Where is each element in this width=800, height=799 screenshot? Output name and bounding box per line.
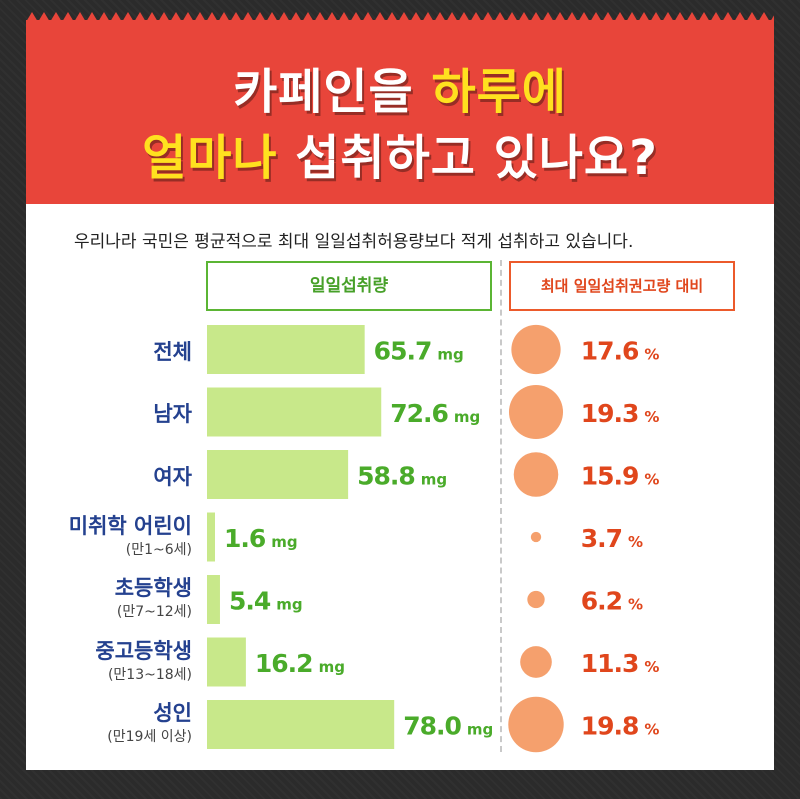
percent-circle: [530, 531, 542, 543]
percent-circle: [527, 590, 545, 609]
bar-value-label: 72.6 mg: [390, 399, 480, 428]
percent-circle: [513, 452, 559, 497]
bar-value-label: 65.7 mg: [374, 337, 464, 366]
subtitle: 우리나라 국민은 평균적으로 최대 일일섭취허용량보다 적게 섭취하고 있습니다…: [74, 232, 634, 252]
percent-circle: [508, 696, 564, 753]
category-sublabel: (만1~6세): [125, 541, 192, 558]
category-label: 여자: [153, 464, 192, 489]
title-text-highlight: 얼마나: [142, 130, 278, 186]
bar-intake: [207, 637, 246, 687]
category-label: 성인: [153, 701, 192, 725]
percent-label: 15.9%: [581, 462, 660, 491]
bar-intake: [207, 325, 365, 374]
bar-value-label: 78.0 mg: [403, 712, 493, 741]
column-divider: [500, 260, 502, 752]
title-text-white: 카페인을: [233, 64, 432, 120]
bar-value-label: 5.4 mg: [229, 587, 303, 616]
banner-zigzag-edge: [26, 12, 774, 22]
bar-intake: [207, 387, 382, 437]
category-sublabel: (만19세 이상): [107, 729, 192, 745]
percent-circle: [520, 646, 552, 678]
column-header-percent: 최대 일일섭취권고량 대비: [509, 261, 735, 311]
percent-label: 19.3%: [581, 399, 660, 428]
bar-intake: [207, 450, 349, 499]
percent-label: 19.8%: [581, 712, 660, 741]
percent-label: 3.7%: [581, 524, 643, 553]
bar-intake: [207, 575, 220, 624]
percent-circle: [508, 384, 564, 440]
category-label: 초등학생: [114, 576, 192, 600]
bar-value-label: 1.6 mg: [224, 524, 298, 553]
bar-intake: [207, 512, 215, 562]
category-label: 중고등학생: [95, 638, 192, 663]
title-text-white: 섭취하고 있나요?: [277, 130, 658, 186]
category-sublabel: (만13~18세): [107, 666, 192, 683]
percent-label: 17.6%: [581, 337, 660, 366]
page-title-line1: 카페인을 하루에: [26, 52, 774, 122]
percent-label: 6.2%: [581, 587, 643, 616]
category-label: 전체: [153, 339, 192, 364]
bar-value-label: 58.8 mg: [357, 462, 447, 491]
category-label: 미취학 어린이: [68, 513, 192, 538]
title-banner: [26, 20, 774, 204]
bar-value-label: 16.2 mg: [255, 649, 345, 678]
page-title-line2: 얼마나 섭취하고 있나요?: [26, 118, 774, 188]
category-sublabel: (만7~12세): [116, 604, 192, 620]
content-panel: [26, 204, 774, 770]
bar-intake: [207, 700, 395, 749]
percent-circle: [511, 324, 561, 375]
column-header-intake: 일일섭취량: [206, 261, 492, 311]
category-label: 남자: [153, 402, 192, 426]
percent-label: 11.3%: [581, 649, 660, 678]
title-text-highlight: 하루에: [431, 64, 567, 120]
